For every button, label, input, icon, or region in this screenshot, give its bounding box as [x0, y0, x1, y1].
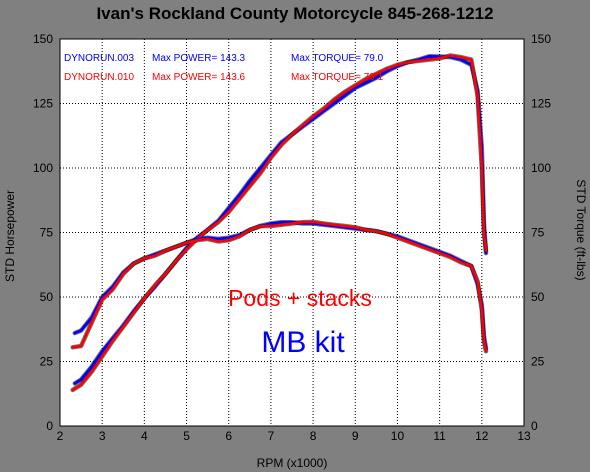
y-tick-label-right: 0: [531, 419, 538, 433]
x-tick-label: 5: [183, 429, 190, 443]
y-axis-label-left: STD Horsepower: [3, 190, 17, 282]
annotation-pods-stacks: Pods + stacks: [228, 285, 372, 311]
y-tick-label-left: 125: [33, 97, 53, 111]
y-tick-label-right: 100: [531, 161, 551, 175]
y-tick-label-left: 0: [46, 419, 53, 433]
y-tick-label-left: 150: [33, 32, 53, 46]
chart-title: Ivan's Rockland County Motorcycle 845-26…: [96, 4, 493, 23]
legend-run-010: DYNORUN.010: [64, 72, 134, 83]
x-tick-label: 3: [99, 429, 106, 443]
x-tick-label: 9: [352, 429, 359, 443]
y-tick-label-left: 75: [40, 226, 54, 240]
y-tick-label-right: 150: [531, 32, 551, 46]
x-tick-label: 12: [475, 429, 489, 443]
legend-torque-010: Max TORQUE= 79.1: [291, 72, 384, 83]
y-tick-label-right: 25: [531, 355, 545, 369]
x-tick-label: 8: [310, 429, 317, 443]
x-tick-label: 10: [391, 429, 405, 443]
x-tick-label: 6: [225, 429, 232, 443]
y-axis-label-right: STD Torque (ft-lbs): [574, 179, 588, 280]
y-tick-label-left: 100: [33, 161, 53, 175]
x-tick-label: 2: [57, 429, 64, 443]
y-tick-label-right: 75: [531, 226, 545, 240]
x-tick-label: 11: [433, 429, 446, 443]
y-tick-label-left: 25: [40, 355, 54, 369]
y-tick-label-right: 125: [531, 97, 551, 111]
y-tick-label-left: 50: [40, 290, 54, 304]
legend-run-003: DYNORUN.003: [64, 53, 134, 64]
legend-power-010: Max POWER= 143.6: [152, 72, 246, 83]
x-tick-label: 13: [517, 429, 531, 443]
x-tick-label: 4: [141, 429, 148, 443]
legend-power-003: Max POWER= 143.3: [152, 53, 246, 64]
annotation-mb-kit: MB kit: [261, 326, 345, 359]
x-axis-label: RPM (x1000): [257, 456, 328, 470]
y-tick-label-right: 50: [531, 290, 545, 304]
x-tick-label: 7: [268, 429, 275, 443]
legend-torque-003: Max TORQUE= 79.0: [291, 53, 384, 64]
